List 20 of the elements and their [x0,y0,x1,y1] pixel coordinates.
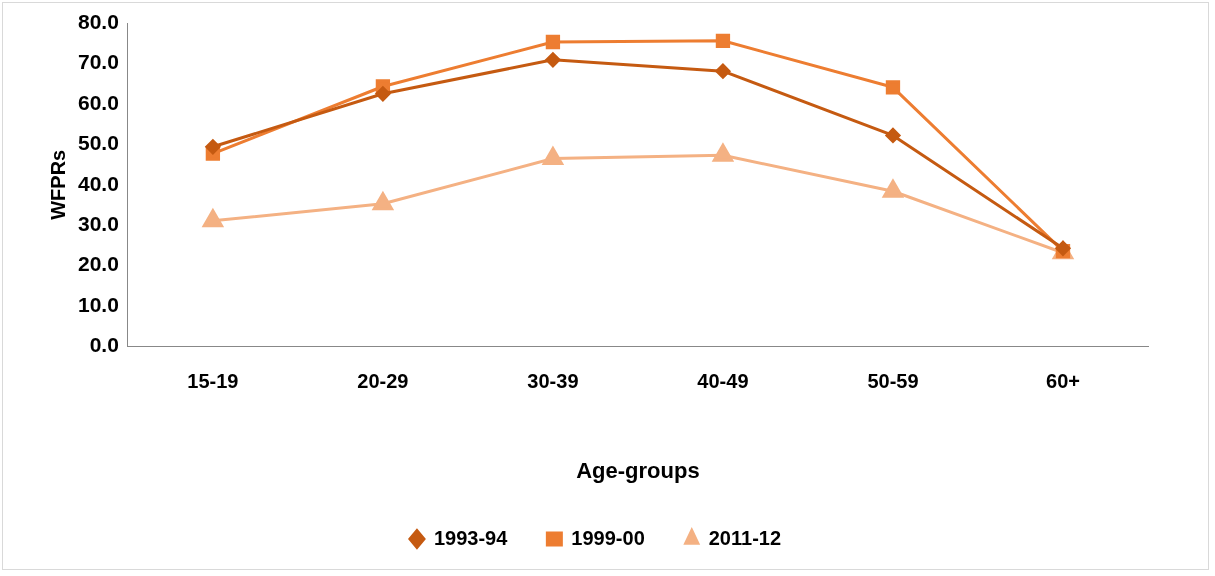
y-tick-label: 50.0 [78,131,119,155]
y-tick-label: 0.0 [89,333,119,357]
x-tick-label: 15-19 [187,370,239,393]
x-tick-label: 60+ [1046,370,1080,393]
y-tick-label: 20.0 [78,252,119,276]
y-axis-title: WFPRs [46,149,69,220]
x-tick-label: 20-29 [357,370,409,393]
y-tick-label: 30.0 [78,212,119,236]
legend-label: 1993-94 [433,526,509,549]
y-tick-label: 80.0 [78,9,119,33]
x-tick-label: 50-59 [867,370,919,393]
legend-label: 2011-12 [708,526,782,549]
x-tick-label: 40-49 [697,370,749,393]
y-tick-label: 10.0 [78,292,119,316]
y-tick-label: 70.0 [78,50,119,74]
x-tick-label: 30-39 [527,370,579,393]
y-tick-label: 40.0 [78,171,119,195]
legend-label: 1999-00 [571,526,645,549]
x-axis-title: Age-groups [576,457,700,483]
y-tick-label: 60.0 [78,90,119,114]
